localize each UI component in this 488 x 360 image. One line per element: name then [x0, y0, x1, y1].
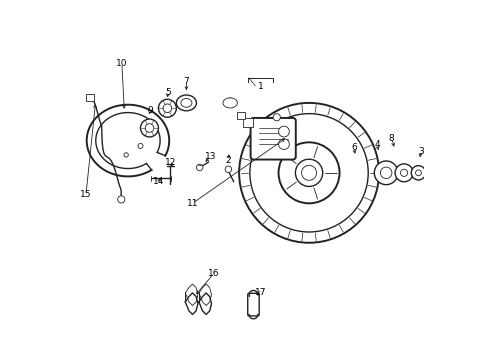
Text: 8: 8	[388, 134, 394, 143]
Text: 15: 15	[80, 190, 92, 199]
Circle shape	[400, 169, 407, 176]
Circle shape	[224, 166, 231, 172]
Circle shape	[373, 161, 397, 185]
Ellipse shape	[176, 95, 196, 111]
Circle shape	[394, 164, 412, 182]
Circle shape	[410, 166, 425, 180]
FancyBboxPatch shape	[247, 293, 259, 316]
FancyBboxPatch shape	[243, 118, 253, 127]
Circle shape	[380, 167, 391, 179]
Text: 4: 4	[374, 140, 379, 149]
FancyBboxPatch shape	[250, 118, 295, 159]
Circle shape	[158, 99, 176, 117]
Circle shape	[278, 126, 289, 137]
Circle shape	[163, 104, 171, 113]
Circle shape	[295, 159, 322, 186]
Circle shape	[273, 114, 280, 121]
Text: 9: 9	[147, 105, 152, 114]
Text: 16: 16	[208, 269, 219, 278]
Text: 1: 1	[257, 82, 263, 91]
Circle shape	[138, 143, 142, 148]
FancyBboxPatch shape	[237, 112, 244, 120]
Circle shape	[301, 165, 316, 180]
Text: 10: 10	[116, 59, 127, 68]
Ellipse shape	[181, 99, 191, 107]
Text: 11: 11	[186, 199, 198, 208]
Circle shape	[249, 114, 367, 232]
Circle shape	[278, 139, 289, 149]
Text: 12: 12	[165, 158, 176, 167]
Circle shape	[415, 170, 421, 176]
Text: 2: 2	[225, 156, 231, 165]
Circle shape	[124, 153, 128, 157]
Circle shape	[239, 103, 378, 243]
FancyBboxPatch shape	[86, 94, 94, 102]
Text: 14: 14	[152, 177, 164, 186]
Circle shape	[278, 142, 339, 203]
Circle shape	[140, 119, 158, 137]
Text: 5: 5	[165, 87, 171, 96]
Circle shape	[145, 124, 153, 132]
Circle shape	[196, 164, 203, 171]
Circle shape	[118, 196, 124, 203]
Text: 7: 7	[183, 77, 189, 86]
Text: 17: 17	[254, 288, 266, 297]
Text: 13: 13	[204, 152, 216, 161]
Text: 6: 6	[350, 143, 356, 152]
Text: 3: 3	[417, 147, 423, 156]
